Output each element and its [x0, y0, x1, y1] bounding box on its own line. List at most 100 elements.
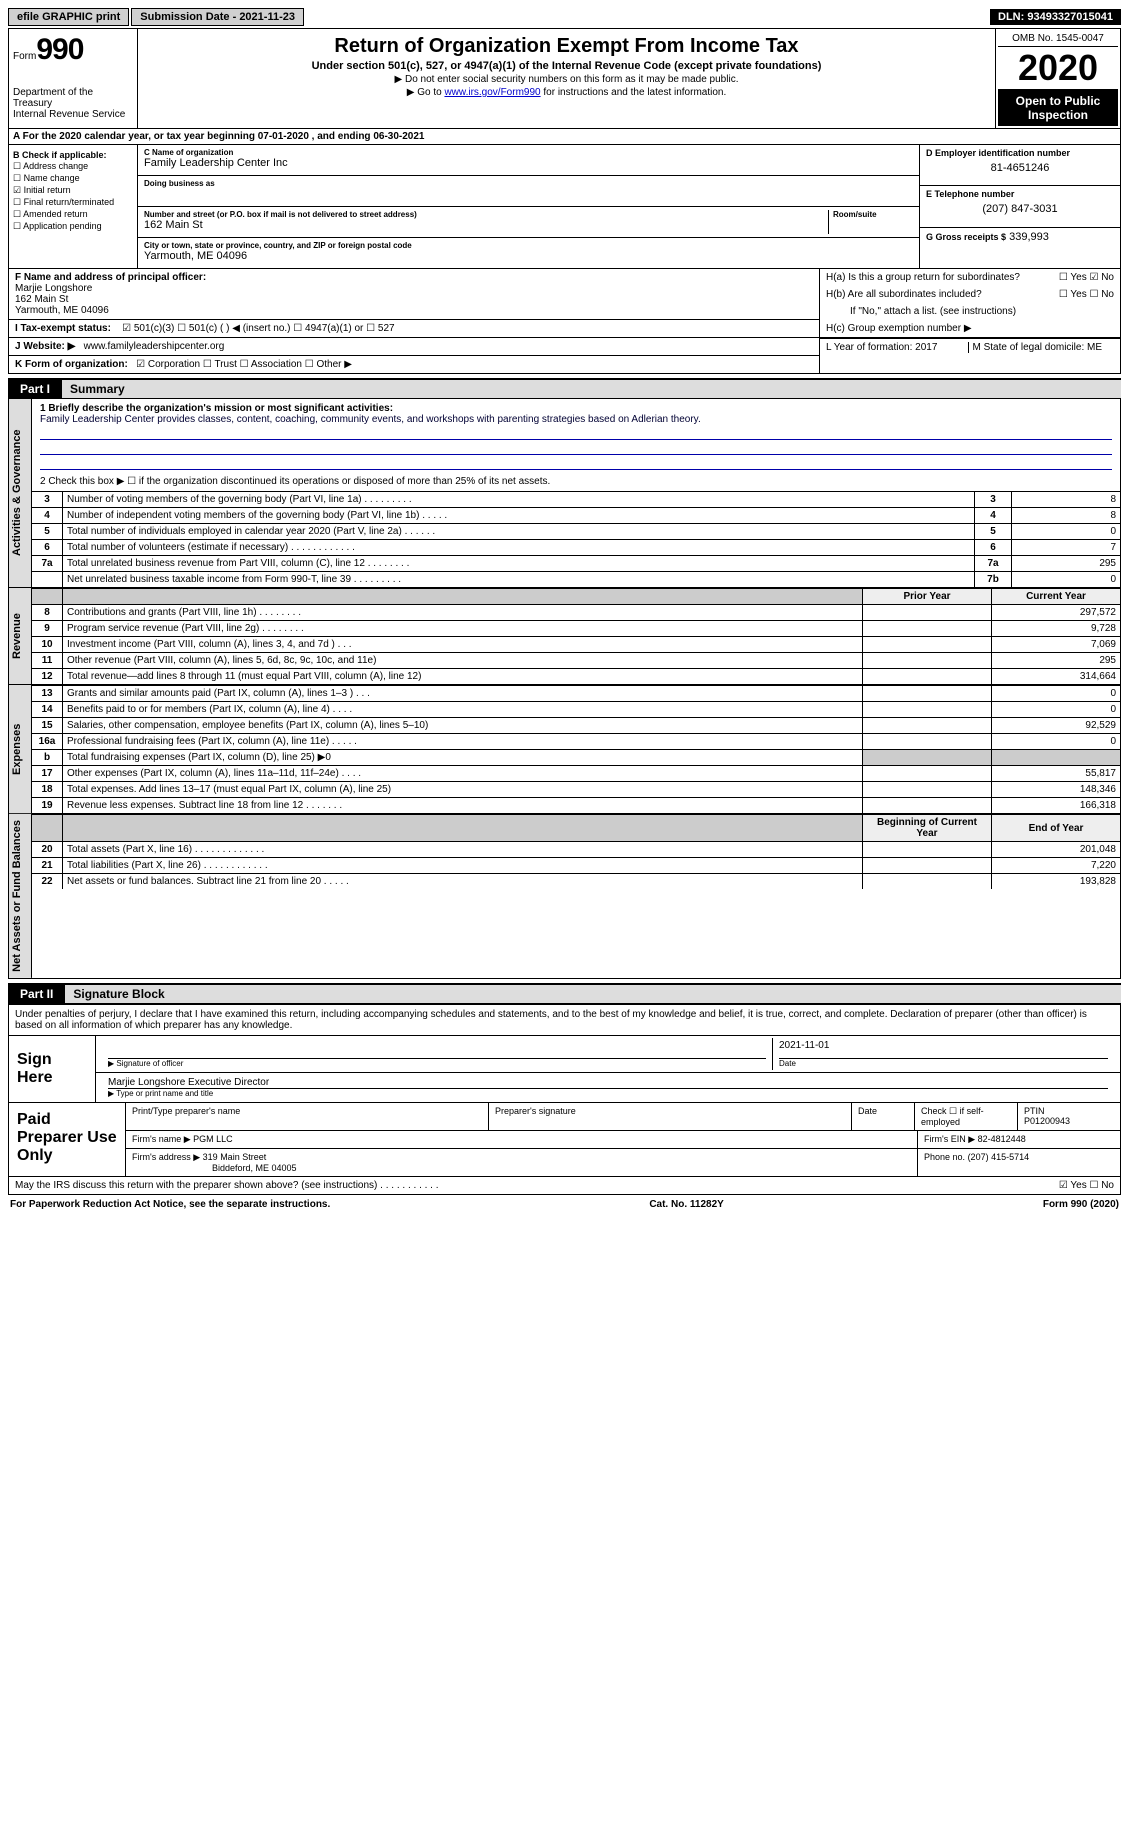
prep-date-label: Date	[852, 1103, 915, 1130]
vtab-revenue: Revenue	[9, 588, 32, 684]
paid-preparer-label: Paid Preparer Use Only	[9, 1103, 126, 1176]
vtab-expenses: Expenses	[9, 685, 32, 813]
department: Department of the Treasury Internal Reve…	[13, 87, 133, 120]
checkbox-application-pending[interactable]: Application pending	[13, 221, 133, 232]
i-label: I Tax-exempt status:	[15, 323, 111, 334]
part2-tab: Part II	[8, 985, 65, 1004]
line-a: A For the 2020 calendar year, or tax yea…	[8, 129, 1121, 145]
dln-label: DLN: 93493327015041	[990, 9, 1121, 25]
submission-date: Submission Date - 2021-11-23	[131, 8, 304, 26]
firm-phone-label: Phone no.	[924, 1152, 965, 1162]
form-subtitle: Under section 501(c), 527, or 4947(a)(1)…	[142, 60, 991, 72]
revenue-table: Prior YearCurrent Year8Contributions and…	[32, 588, 1120, 684]
sig-date: 2021-11-01	[779, 1040, 1108, 1059]
part2-title: Signature Block	[65, 985, 1121, 1004]
part2-header: Part II Signature Block	[8, 983, 1121, 1004]
sig-officer-label: Signature of officer	[108, 1059, 766, 1068]
gross-label: G Gross receipts $	[926, 232, 1006, 242]
governance-table: 3Number of voting members of the governi…	[32, 491, 1120, 587]
i-options: ☑ 501(c)(3) ☐ 501(c) ( ) ◀ (insert no.) …	[122, 323, 395, 334]
ptin-label: PTIN	[1024, 1106, 1045, 1116]
name-label: C Name of organization	[144, 148, 913, 157]
firm-name-label: Firm's name ▶	[132, 1134, 191, 1144]
prep-check: Check ☐ if self-employed	[915, 1103, 1018, 1130]
year-formation: L Year of formation: 2017	[826, 342, 969, 353]
dba-label: Doing business as	[144, 179, 913, 188]
org-name: Family Leadership Center Inc	[144, 157, 913, 169]
discuss-row: May the IRS discuss this return with the…	[8, 1177, 1121, 1195]
city-label: City or town, state or province, country…	[144, 241, 913, 250]
discuss-answer: ☑ Yes ☐ No	[1059, 1180, 1114, 1191]
netassets-table: Beginning of Current YearEnd of Year20To…	[32, 814, 1120, 889]
firm-addr-label: Firm's address ▶	[132, 1152, 200, 1162]
discuss-text: May the IRS discuss this return with the…	[15, 1180, 1059, 1191]
k-label: K Form of organization:	[15, 359, 128, 370]
header-left: Form990 Department of the Treasury Inter…	[9, 29, 138, 128]
sig-date-label: Date	[779, 1059, 1108, 1068]
state-domicile: M State of legal domicile: ME	[969, 342, 1115, 353]
ptin-value: P01200943	[1024, 1116, 1070, 1126]
city-value: Yarmouth, ME 04096	[144, 250, 913, 262]
mission-text: Family Leadership Center provides classe…	[40, 414, 1112, 425]
officer-name: Marjie Longshore	[15, 283, 92, 294]
col-b-header: B Check if applicable:	[13, 150, 133, 160]
form-label: Form	[13, 51, 36, 62]
netassets-section: Net Assets or Fund Balances Beginning of…	[8, 814, 1121, 979]
instr-1: ▶ Do not enter social security numbers o…	[142, 74, 991, 85]
form-header: Form990 Department of the Treasury Inter…	[8, 28, 1121, 129]
irs-link[interactable]: www.irs.gov/Form990	[444, 87, 540, 98]
prep-name-label: Print/Type preparer's name	[126, 1103, 489, 1130]
part1-tab: Part I	[8, 380, 62, 399]
declaration-text: Under penalties of perjury, I declare th…	[9, 1005, 1120, 1036]
mission-label: 1 Briefly describe the organization's mi…	[40, 403, 1112, 414]
omb-number: OMB No. 1545-0047	[998, 31, 1118, 47]
checkbox-amended-return[interactable]: Amended return	[13, 209, 133, 220]
open-inspection: Open to Public Inspection	[998, 90, 1118, 126]
hc-label: H(c) Group exemption number ▶	[820, 320, 1120, 338]
footer-mid: Cat. No. 11282Y	[649, 1199, 723, 1210]
ein-value: 81-4651246	[926, 162, 1114, 174]
checkbox-address-change[interactable]: Address change	[13, 161, 133, 172]
efile-button[interactable]: efile GRAPHIC print	[8, 8, 129, 26]
block-bcd: B Check if applicable: Address changeNam…	[8, 145, 1121, 269]
footer-left: For Paperwork Reduction Act Notice, see …	[10, 1199, 330, 1210]
room-label: Room/suite	[833, 210, 913, 219]
firm-addr: 319 Main Street	[203, 1152, 267, 1162]
form-title: Return of Organization Exempt From Incom…	[142, 35, 991, 58]
j-label: J Website: ▶	[15, 341, 75, 352]
k-options: ☑ Corporation ☐ Trust ☐ Association ☐ Ot…	[136, 359, 352, 370]
street-value: 162 Main St	[144, 219, 824, 231]
prep-sig-label: Preparer's signature	[489, 1103, 852, 1130]
ha-label: H(a) Is this a group return for subordin…	[826, 272, 1020, 283]
firm-ein-label: Firm's EIN ▶	[924, 1134, 975, 1144]
website-value: www.familyleadershipcenter.org	[84, 341, 225, 352]
top-bar: efile GRAPHIC print Submission Date - 20…	[8, 8, 1121, 26]
phone-label: E Telephone number	[926, 189, 1114, 199]
hb-note: If "No," attach a list. (see instruction…	[820, 303, 1120, 320]
f-label: F Name and address of principal officer:	[15, 272, 206, 283]
firm-name: PGM LLC	[193, 1134, 233, 1144]
mission-block: 1 Briefly describe the organization's mi…	[32, 399, 1120, 491]
form-number: 990	[36, 33, 83, 66]
hb-answer: ☐ Yes ☐ No	[1059, 289, 1114, 300]
ha-answer: ☐ Yes ☑ No	[1059, 272, 1114, 283]
officer-addr2: Yarmouth, ME 04096	[15, 305, 109, 316]
expenses-table: 13Grants and similar amounts paid (Part …	[32, 685, 1120, 813]
gross-value: 339,993	[1009, 231, 1049, 243]
block-fk: F Name and address of principal officer:…	[8, 269, 1121, 374]
sig-name: Marjie Longshore Executive Director	[108, 1077, 1108, 1089]
street-label: Number and street (or P.O. box if mail i…	[144, 210, 824, 219]
ein-label: D Employer identification number	[926, 148, 1114, 158]
vtab-net: Net Assets or Fund Balances	[9, 814, 32, 978]
checkbox-name-change[interactable]: Name change	[13, 173, 133, 184]
tax-year: 2020	[998, 47, 1118, 90]
sign-here-label: Sign Here	[9, 1036, 96, 1102]
checkbox-initial-return[interactable]: Initial return	[13, 185, 133, 196]
phone-value: (207) 847-3031	[926, 203, 1114, 215]
firm-addr2: Biddeford, ME 04005	[212, 1163, 297, 1173]
header-right: OMB No. 1545-0047 2020 Open to Public In…	[996, 29, 1120, 128]
instr-2: ▶ Go to www.irs.gov/Form990 for instruct…	[142, 87, 991, 98]
governance-section: Activities & Governance 1 Briefly descri…	[8, 399, 1121, 588]
checkbox-final-return-terminated[interactable]: Final return/terminated	[13, 197, 133, 208]
sig-type-label: Type or print name and title	[108, 1089, 1108, 1098]
